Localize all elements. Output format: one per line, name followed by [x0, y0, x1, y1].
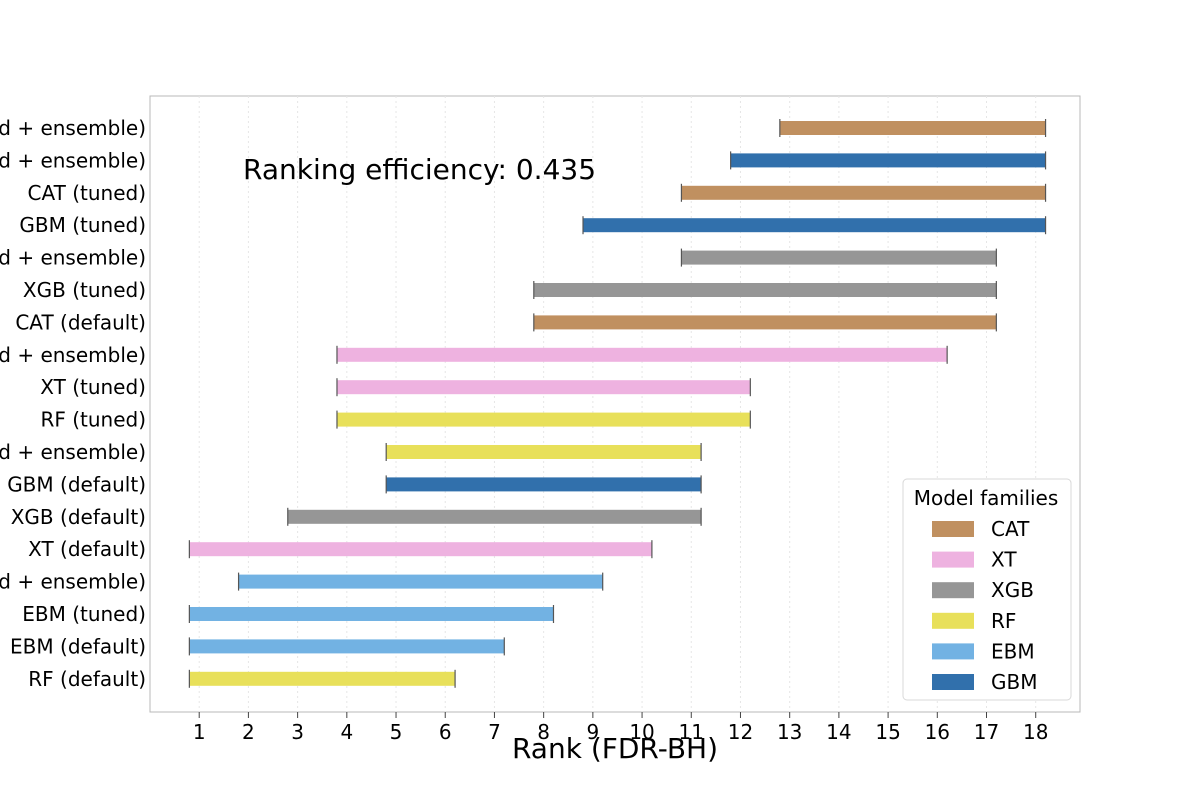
range-bar [336, 347, 948, 362]
legend: Model families CAT XT XGB RF EBM GBM [902, 478, 1072, 701]
x-tick-label: 18 [1023, 720, 1048, 744]
range-bar [681, 250, 997, 265]
range-bar [386, 445, 702, 459]
x-tick-label: 15 [875, 720, 900, 744]
legend-label: RF [991, 609, 1016, 633]
range-bar [681, 185, 1046, 200]
range-bar [189, 607, 554, 621]
y-axis-label: d + ensemble) [0, 148, 146, 172]
x-tick-label: 16 [925, 720, 950, 744]
x-tick-label: 9 [586, 720, 599, 744]
y-axis-label: CAT (default) [15, 310, 146, 334]
legend-swatch [932, 643, 974, 660]
y-axis-label: d + ensemble) [0, 570, 146, 594]
y-axis-label: EBM (default) [10, 634, 146, 658]
legend-swatch [932, 674, 974, 690]
y-axis-label: d + ensemble) [0, 440, 146, 464]
legend-label: XGB [991, 578, 1034, 602]
y-axis-label: d + ensemble) [0, 246, 146, 270]
range-bar [336, 380, 751, 395]
legend-frame [902, 478, 1072, 701]
legend-entries: CAT XT XGB RF EBM GBM [932, 517, 1037, 694]
range-bar [583, 218, 1046, 233]
range-bar [730, 153, 1046, 168]
x-tick-label: 6 [439, 720, 452, 744]
y-axis-labels: d + ensemble) d + ensemble) CAT (tuned) GBM… [0, 116, 146, 691]
x-tick-label: 5 [390, 720, 403, 744]
x-tick-label: 8 [537, 720, 550, 744]
legend-swatch [932, 612, 974, 629]
x-tick-label: 17 [974, 720, 999, 744]
range-bar [336, 412, 751, 427]
range-bar [189, 542, 652, 557]
y-axis-label: CAT (tuned) [28, 181, 146, 205]
legend-label: GBM [991, 670, 1037, 694]
y-axis-label: GBM (default) [7, 472, 146, 496]
x-tick-label: 2 [242, 720, 255, 744]
range-bar [238, 574, 603, 589]
y-axis-label: XT (default) [28, 537, 146, 561]
x-tick-label: 12 [728, 720, 753, 744]
x-tick-label: 13 [777, 720, 802, 744]
y-axis-label: GBM (tuned) [19, 213, 146, 237]
x-axis-label: Rank (FDR-BH) [512, 732, 718, 765]
x-tick-label: 1 [193, 720, 206, 744]
range-bar [189, 671, 456, 686]
legend-label: XT [991, 548, 1017, 572]
x-tick-label: 3 [291, 720, 304, 744]
range-bar [189, 639, 505, 654]
y-axis-label: XT (tuned) [40, 375, 146, 399]
x-tick-label: 14 [826, 720, 851, 744]
legend-swatch [932, 551, 974, 568]
y-axis-label: d + ensemble) [0, 116, 146, 140]
legend-swatch [932, 521, 974, 537]
y-axis-label: RF (default) [28, 667, 146, 691]
range-bar [533, 283, 997, 297]
x-tick-label: 11 [679, 720, 704, 744]
legend-swatch [932, 582, 974, 599]
y-axis-label: EBM (tuned) [22, 602, 146, 626]
bars-group [188, 119, 1047, 688]
range-bar [287, 509, 702, 524]
range-bar [386, 477, 702, 492]
legend-label: EBM [991, 639, 1035, 663]
y-axis-label: XGB (default) [11, 505, 146, 529]
range-bar [533, 315, 997, 330]
x-tick-label: 4 [340, 720, 353, 744]
y-axis-label: d + ensemble) [0, 343, 146, 367]
legend-label: CAT [991, 517, 1030, 541]
range-bar [779, 121, 1046, 135]
x-axis-ticks: 1 2 3 4 5 6 7 8 9 10 11 12 13 14 15 16 17 18 [193, 712, 1048, 744]
x-tick-label: 10 [629, 720, 654, 744]
x-tick-label: 7 [488, 720, 501, 744]
ranking-efficiency-annotation: Ranking efficiency: 0.435 [243, 153, 596, 186]
legend-title: Model families [914, 486, 1059, 510]
y-axis-label: XGB (tuned) [23, 278, 146, 302]
y-axis-label: RF (tuned) [40, 408, 146, 432]
